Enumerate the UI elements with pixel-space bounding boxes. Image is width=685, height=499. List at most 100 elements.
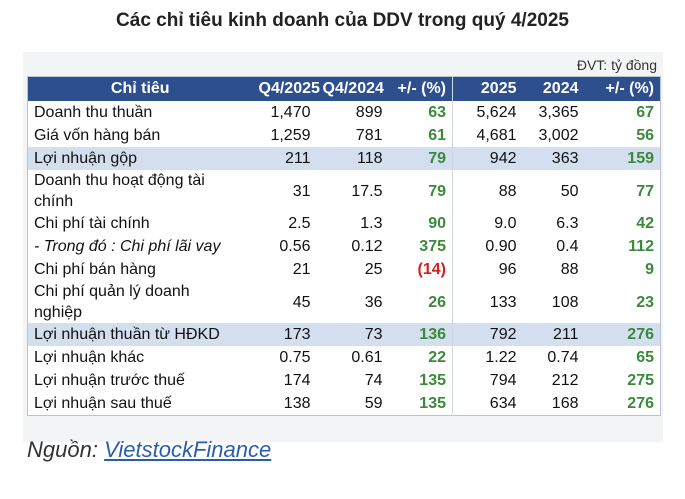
header-cell: Q4/2024 [316, 76, 389, 101]
table-row: Lợi nhuận khác 0.75 0.61 22 1.22 0.74 65 [28, 346, 661, 369]
value-cell: 9 [645, 261, 654, 278]
table-row: Chi phí quản lý doanh nghiệp 45 36 26 133 108… [28, 281, 661, 323]
value-cell: 65 [636, 349, 654, 366]
header-cell: Chỉ tiêu [27, 76, 253, 101]
value-cell: 133 [452, 281, 523, 323]
row-label: Chi phí tài chính [34, 215, 150, 232]
row-label: Giá vốn hàng bán [34, 127, 161, 144]
value-cell: 73 [316, 323, 389, 346]
value-cell: 211 [522, 323, 585, 346]
value-cell: 9.0 [452, 212, 523, 235]
value-cell: (14) [417, 261, 446, 278]
value-cell: 2.5 [288, 215, 311, 232]
value-cell: 50 [560, 182, 579, 200]
value-cell: 56 [636, 127, 654, 144]
value-cell: 42 [636, 215, 654, 232]
value-cell: 212 [551, 372, 579, 389]
source-link[interactable]: VietstockFinance [104, 437, 272, 462]
value-cell: 74 [364, 372, 383, 389]
value-cell: 168 [551, 395, 579, 412]
row-label: Lợi nhuận gộp [27, 147, 253, 170]
value-cell: 0.61 [351, 349, 383, 366]
data-table: Chỉ tiêu Q4/2025 Q4/2024 +/- (%) 2025 2024 +/-… [27, 76, 661, 416]
header-cell: 2025 [452, 76, 523, 101]
value-cell: 59 [364, 395, 383, 412]
value-cell: 942 [452, 147, 523, 170]
value-cell: 112 [628, 238, 654, 255]
value-cell: 1,259 [270, 127, 311, 144]
value-cell: 275 [627, 372, 654, 389]
table-row: Lợi nhuận sau thuế 138 59 135 634 168 276 [28, 392, 661, 416]
header-cell: +/- (%) [584, 76, 661, 101]
value-cell: 375 [419, 238, 446, 255]
value-cell: 17.5 [351, 182, 383, 200]
value-cell: 634 [452, 392, 523, 416]
unit-note: ĐVT: tỷ đồng [576, 57, 657, 73]
source-label: Nguồn: [27, 437, 98, 462]
table-row: Chi phí bán hàng 21 25 (14) 96 88 9 [28, 258, 661, 281]
value-cell: 1.3 [360, 215, 383, 232]
value-cell: 211 [252, 147, 317, 170]
value-cell: 136 [388, 323, 453, 346]
value-cell: 792 [452, 323, 523, 346]
value-cell: 79 [428, 182, 446, 200]
value-cell: 45 [292, 293, 311, 311]
value-cell: 61 [428, 127, 446, 144]
value-cell: 794 [452, 369, 523, 392]
value-cell: 1,470 [270, 104, 311, 121]
table-row: Chi phí tài chính 2.5 1.3 90 9.0 6.3 42 [28, 212, 661, 235]
value-cell: 0.74 [547, 349, 579, 366]
value-cell: 77 [636, 182, 654, 200]
title: Các chỉ tiêu kinh doanh của DDV trong qu… [116, 10, 569, 31]
value-cell: 36 [364, 293, 383, 311]
table-row: Doanh thu hoạt động tài chính 31 17.5 79 88 5… [28, 170, 661, 212]
value-cell: 90 [428, 215, 446, 232]
value-cell: 781 [355, 127, 383, 144]
value-cell: 363 [522, 147, 585, 170]
value-cell: 3,002 [538, 127, 579, 144]
row-label: Doanh thu hoạt động tài chính [34, 172, 205, 210]
value-cell: 21 [292, 261, 311, 278]
header-cell: 2024 [522, 76, 585, 101]
value-cell: 276 [584, 323, 661, 346]
row-label: Chi phí quản lý doanh nghiệp [34, 283, 190, 321]
value-cell: 159 [584, 147, 661, 170]
value-cell: 4,681 [452, 124, 523, 147]
value-cell: 88 [452, 170, 523, 212]
value-cell: 23 [636, 293, 654, 311]
value-cell: 0.56 [279, 238, 311, 255]
value-cell: 79 [388, 147, 453, 170]
table-row: Giá vốn hàng bán 1,259 781 61 4,681 3,002 56 [28, 124, 661, 147]
value-cell: 174 [283, 372, 311, 389]
value-cell: 5,624 [452, 101, 523, 124]
table-row: Lợi nhuận thuần từ HĐKD 173 73 136 792 211 276 [27, 323, 661, 346]
source: Nguồn: VietstockFinance [27, 437, 271, 463]
value-cell: 0.12 [351, 238, 383, 255]
table-row: - Trong đó : Chi phí lãi vay 0.56 0.12 375 0… [28, 235, 661, 258]
value-cell: 63 [428, 104, 446, 121]
value-cell: 25 [364, 261, 383, 278]
value-cell: 899 [355, 104, 383, 121]
value-cell: 173 [252, 323, 317, 346]
header-cell: Q4/2025 [252, 76, 320, 101]
value-cell: 26 [428, 293, 446, 311]
row-label: Lợi nhuận trước thuế [34, 372, 185, 389]
value-cell: 22 [428, 349, 446, 366]
value-cell: 0.75 [279, 349, 311, 366]
header-row: Chỉ tiêu Q4/2025 Q4/2024 +/- (%) 2025 2024 +/-… [27, 76, 661, 101]
value-cell: 31 [292, 182, 311, 200]
row-label: Lợi nhuận thuần từ HĐKD [27, 323, 253, 346]
value-cell: 135 [419, 372, 446, 389]
table-row: Doanh thu thuần 1,470 899 63 5,624 3,365 67 [28, 101, 661, 124]
value-cell: 118 [316, 147, 389, 170]
table-row: Lợi nhuận trước thuế 174 74 135 794 212 275 [28, 369, 661, 392]
value-cell: 88 [560, 261, 579, 278]
value-cell: 3,365 [538, 104, 579, 121]
row-label: Chi phí bán hàng [34, 261, 156, 278]
value-cell: 108 [551, 293, 579, 311]
value-cell: 0.4 [556, 238, 579, 255]
value-cell: 96 [452, 258, 523, 281]
header-cell: +/- (%) [388, 76, 453, 101]
table-row: Lợi nhuận gộp 211 118 79 942 363 159 [27, 147, 661, 170]
